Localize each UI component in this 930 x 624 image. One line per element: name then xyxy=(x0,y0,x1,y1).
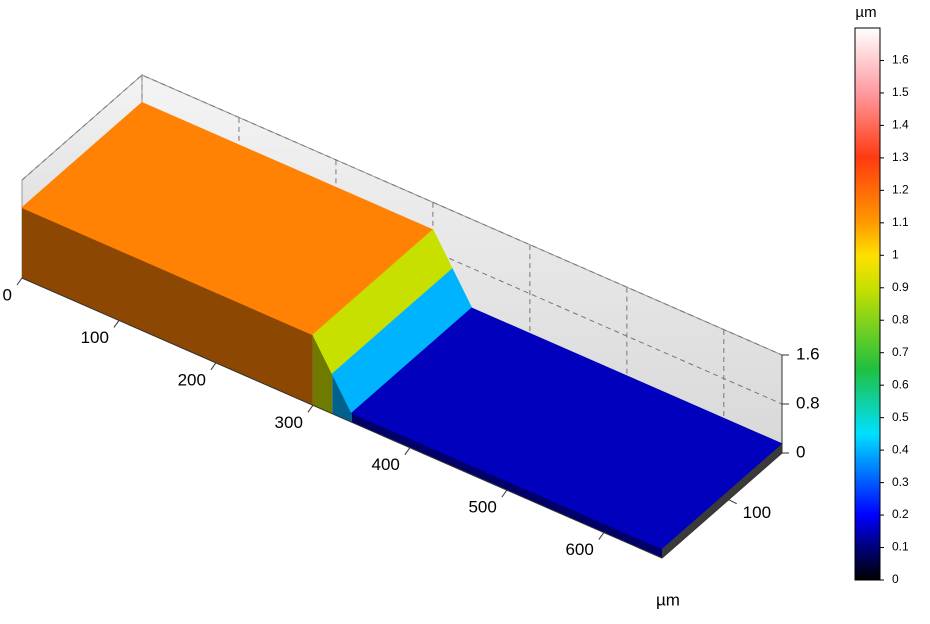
colorbar-tick-label: 1.1 xyxy=(892,215,909,229)
colorbar-tick-label: 0.7 xyxy=(892,345,909,359)
colorbar-unit: µm xyxy=(855,4,876,21)
colorbar-tick-label: 0.2 xyxy=(892,507,909,521)
z-tick-label: 0 xyxy=(796,442,805,461)
colorbar-tick-label: 0.5 xyxy=(892,410,909,424)
colorbar-tick-label: 0.4 xyxy=(892,442,909,456)
colorbar-tick-label: 0.1 xyxy=(892,540,909,554)
y-axis-line xyxy=(661,452,783,559)
y-tick xyxy=(728,499,737,505)
surface-front xyxy=(351,413,662,558)
surface-front xyxy=(22,207,313,406)
colorbar-tick-label: 0.9 xyxy=(892,280,909,294)
colorbar-tick-label: 0 xyxy=(892,572,899,586)
x-tick-label: 200 xyxy=(178,370,206,389)
x-tick xyxy=(113,320,120,328)
x-tick-label: 100 xyxy=(81,328,109,347)
x-tick xyxy=(501,489,508,498)
colorbar-tick-label: 0.8 xyxy=(892,312,909,326)
colorbar-tick-label: 0.3 xyxy=(892,475,909,489)
colorbar-tick-label: 1 xyxy=(892,247,899,261)
x-tick-label: 600 xyxy=(565,540,593,559)
surface-side xyxy=(662,443,782,558)
x-tick xyxy=(598,532,605,540)
x-axis-unit: µm xyxy=(656,590,680,609)
x-tick xyxy=(16,277,23,286)
colorbar-tick-label: 1.2 xyxy=(892,183,909,197)
colorbar-tick-label: 1.4 xyxy=(892,118,909,132)
colorbar xyxy=(854,27,881,581)
x-tick-label: 300 xyxy=(275,413,303,432)
grid-line xyxy=(21,74,783,356)
y-tick-label: 100 xyxy=(743,503,771,522)
x-tick-label: 500 xyxy=(468,498,496,517)
z-tick-label: 0.8 xyxy=(796,393,820,412)
x-tick-label: 400 xyxy=(372,455,400,474)
z-tick-label: 1.6 xyxy=(796,344,820,363)
colorbar-tick-label: 1.3 xyxy=(892,150,909,164)
x-tick xyxy=(404,447,411,455)
colorbar-tick-label: 1.5 xyxy=(892,85,909,99)
x-tick-label: 0 xyxy=(3,285,12,304)
surface-front xyxy=(312,334,333,414)
surface-front xyxy=(332,373,352,423)
x-tick xyxy=(210,362,217,371)
x-tick xyxy=(307,404,314,413)
colorbar-tick-label: 1.6 xyxy=(892,53,909,67)
grid-line xyxy=(21,123,783,405)
colorbar-tick-label: 0.6 xyxy=(892,377,909,391)
x-axis-line xyxy=(21,277,663,559)
